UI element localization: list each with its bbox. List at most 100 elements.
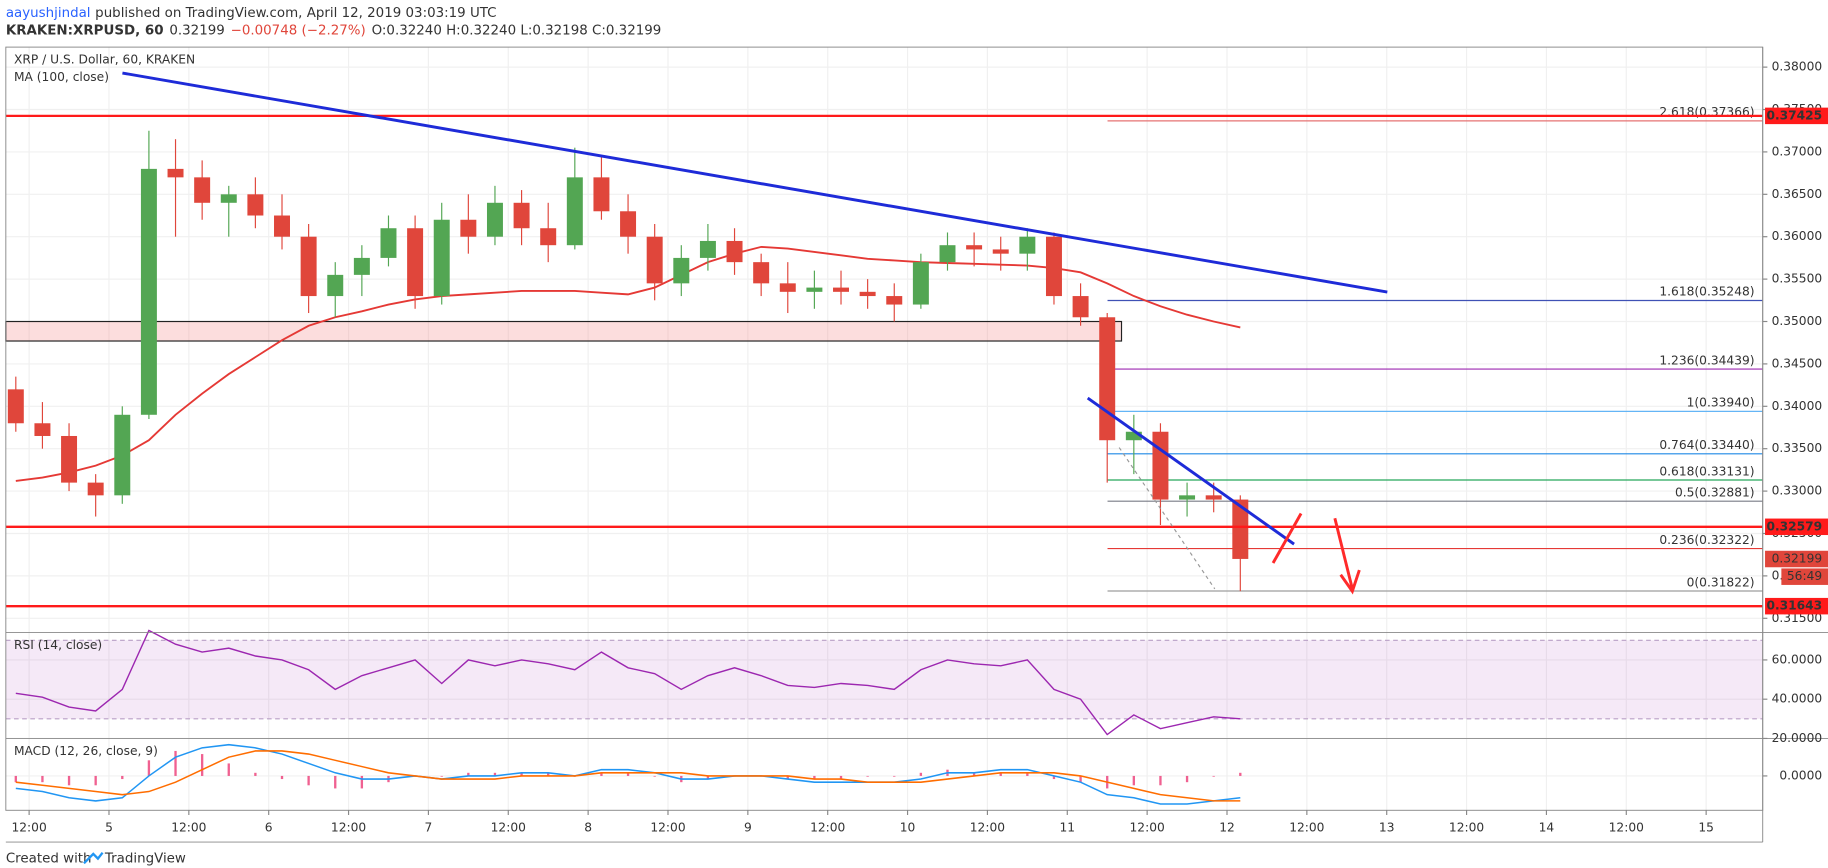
candle-body — [194, 177, 211, 203]
header-line: aayushjindal published on TradingView.com… — [6, 5, 497, 21]
candle-body — [167, 168, 184, 178]
macd-line — [15, 750, 1241, 802]
y-tick-label: 0.38000 — [1772, 60, 1823, 74]
trend-line — [122, 71, 1388, 294]
rsi-line — [15, 629, 1241, 736]
x-tick-label: 12:00 — [1289, 820, 1324, 834]
candle-body — [433, 219, 450, 297]
candle-body — [300, 236, 317, 297]
candle-body — [513, 202, 530, 229]
histogram-bar — [1185, 775, 1189, 783]
histogram-bar — [999, 772, 1002, 776]
y-tick-label: 0.35000 — [1772, 314, 1823, 328]
panel-title: XRP / U.S. Dollar, 60, KRAKEN — [14, 53, 195, 67]
x-tick-label: 15 — [1698, 820, 1714, 834]
candle-body — [34, 423, 51, 436]
fib-label: 1.236(0.34439) — [1659, 353, 1754, 367]
fib-label: 2.618(0.37366) — [1659, 105, 1754, 119]
histogram-bar — [1052, 775, 1056, 780]
price-marker — [1765, 107, 1828, 125]
candle-body — [1232, 499, 1249, 559]
histogram-bar — [254, 772, 257, 776]
change: −0.00748 (−2.27%) — [231, 23, 366, 39]
x-tick-label: 13 — [1379, 820, 1395, 834]
histogram-bar — [893, 775, 896, 777]
footer-brand: TradingView — [104, 851, 186, 867]
x-tick-label: 12:00 — [491, 820, 526, 834]
candle-body — [140, 168, 157, 415]
histogram-bar — [626, 772, 630, 776]
histogram-bar — [41, 775, 44, 783]
last-price-label: 0.32199 — [1772, 551, 1823, 565]
x-tick-label: 7 — [425, 820, 433, 834]
candle-body — [274, 215, 290, 237]
y-tick-label: 0.34000 — [1772, 399, 1823, 413]
histogram-bar — [972, 772, 976, 776]
candle-body — [566, 177, 583, 246]
candle-body — [886, 296, 903, 305]
published: published on TradingView.com, April 12, … — [95, 5, 496, 21]
candle-body — [1125, 431, 1142, 441]
plot-area: 2.618(0.37366) 1.618(0.35248) 1.236(0.3443… — [5, 47, 1763, 811]
footer-created: Created with — [6, 851, 92, 867]
x-tick-label: 12:00 — [331, 820, 366, 834]
histogram-bar — [14, 775, 17, 783]
histogram-bar — [1026, 772, 1029, 776]
candle-body — [859, 291, 876, 297]
candle-body — [1099, 317, 1116, 441]
fib-label: 0.618(0.33131) — [1659, 464, 1754, 478]
price-marker-label: 0.32579 — [1766, 519, 1822, 533]
candle-body — [1019, 236, 1036, 254]
histogram-bar — [786, 775, 789, 780]
candle-body — [1072, 296, 1089, 318]
histogram-bar — [174, 750, 177, 776]
y-tick-label: 0.34500 — [1772, 356, 1823, 370]
candle-body — [966, 245, 983, 250]
macd-line — [15, 743, 1241, 805]
x-tick-label: 11 — [1059, 820, 1075, 834]
rsi-band — [5, 640, 1763, 719]
candle-body — [220, 194, 237, 203]
y-tick-label: 0.0000 — [1779, 768, 1822, 782]
histogram-bar — [1079, 775, 1082, 783]
histogram-bar — [121, 775, 124, 780]
logo — [83, 851, 104, 865]
price-marker — [1765, 597, 1828, 615]
ohlc: O:0.32240 H:0.32240 L:0.32198 C:0.32199 — [372, 23, 662, 39]
candle-body — [353, 257, 370, 275]
x-tick-label: 12 — [1219, 820, 1235, 834]
histogram-bar — [67, 775, 71, 786]
candle-body — [1205, 495, 1222, 500]
histogram-bar — [813, 775, 816, 780]
price-marker-label: 0.31643 — [1766, 599, 1822, 613]
break-mark — [1271, 512, 1303, 564]
author: aayushjindal — [6, 5, 91, 21]
candle-body — [833, 287, 850, 292]
symbol: KRAKEN:XRPUSD, 60 — [6, 23, 164, 39]
y-tick-label: 0.36000 — [1772, 229, 1823, 243]
histogram-bar — [440, 775, 443, 777]
candle-body — [992, 249, 1009, 254]
histogram-bar — [280, 775, 284, 780]
histogram-bar — [360, 775, 364, 789]
x-tick-label: 12:00 — [11, 820, 46, 834]
fib-label: 0.236(0.32322) — [1659, 533, 1754, 547]
support-zone — [5, 320, 1123, 342]
histogram-bar — [520, 772, 523, 776]
countdown: 56:49 — [1787, 569, 1822, 583]
candle-body — [540, 228, 557, 246]
x-tick-label: 10 — [900, 820, 916, 834]
candle-body — [407, 228, 424, 297]
x-tick-label: 12:00 — [1130, 820, 1165, 834]
candle-body — [7, 389, 24, 424]
candle-body — [1152, 431, 1169, 500]
price-marker-label: 0.37425 — [1766, 108, 1822, 122]
x-tick-label: 12:00 — [1449, 820, 1484, 834]
candle-body — [779, 283, 796, 292]
candle-body — [486, 202, 503, 237]
histogram-bar — [839, 775, 843, 780]
candle-body — [912, 262, 929, 305]
histogram-bar — [1239, 772, 1242, 776]
histogram-bar — [919, 772, 923, 776]
